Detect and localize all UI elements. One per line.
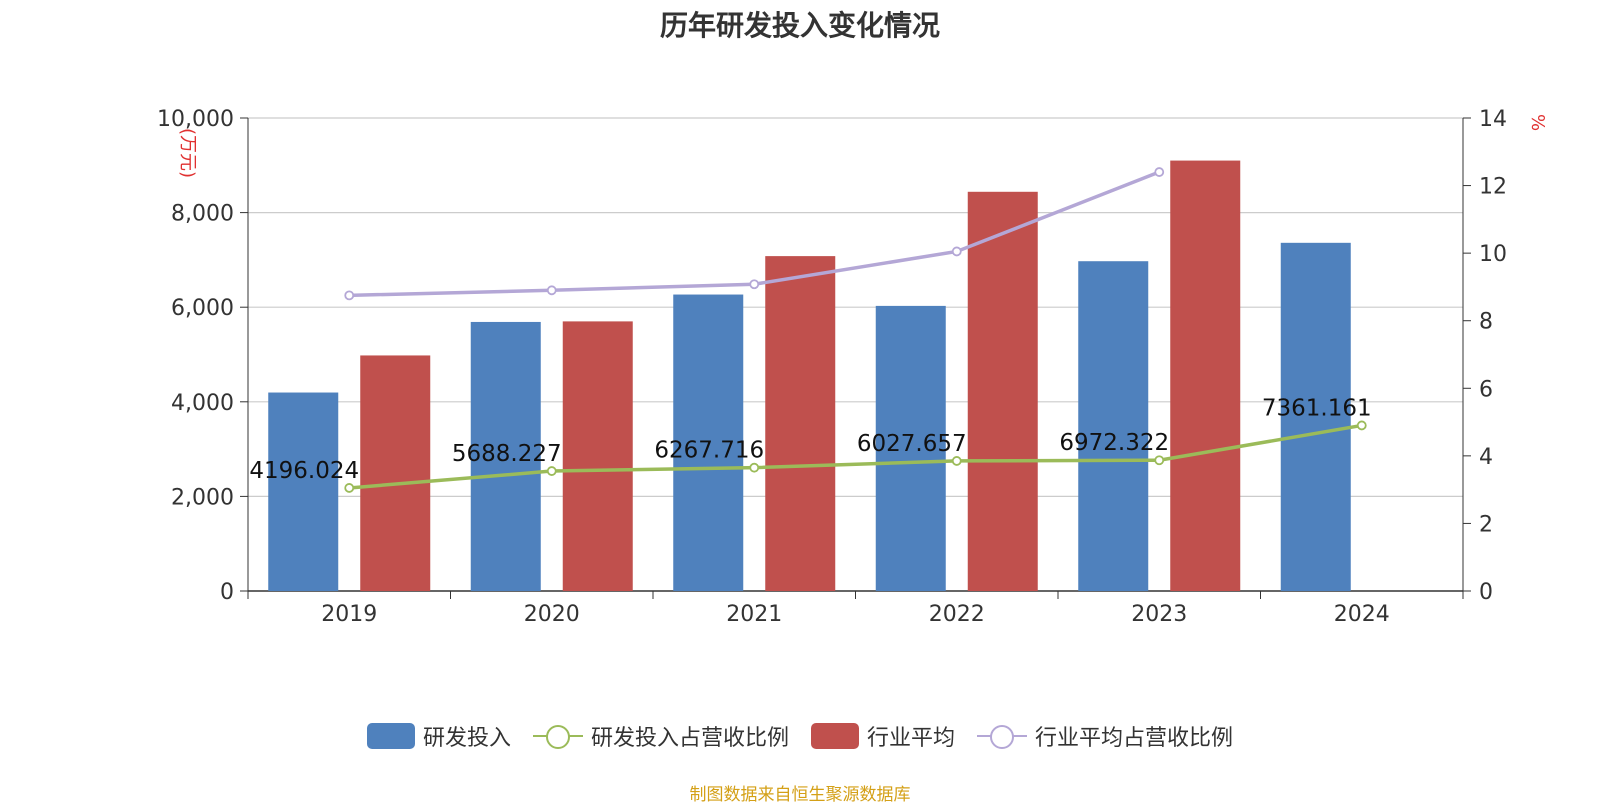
y-left-tick-label: 6,000 <box>171 296 234 321</box>
data-label-rd-investment: 6267.716 <box>654 438 764 464</box>
bar-industry-average <box>1170 160 1241 591</box>
y-right-tick-label: 4 <box>1479 445 1493 470</box>
y-right-tick-label: 0 <box>1479 580 1493 605</box>
y-right-tick-label: 8 <box>1479 310 1493 335</box>
y-right-unit-label: % <box>1527 114 1548 131</box>
point-industry-ratio <box>344 290 355 301</box>
point-rd-ratio <box>749 462 760 473</box>
y-left-tick-label: 8,000 <box>171 202 234 227</box>
data-label-rd-investment: 4196.024 <box>249 458 359 484</box>
x-tick-label: 2019 <box>321 602 377 627</box>
bar-rd-investment <box>875 305 946 591</box>
y-left-tick-label: 0 <box>220 580 234 605</box>
legend-label-rd-investment: 研发投入 <box>422 726 511 751</box>
bar-rd-investment <box>1078 261 1149 591</box>
data-label-rd-investment: 7361.161 <box>1262 395 1372 421</box>
bar-rd-investment <box>268 392 339 591</box>
bar-industry-average <box>562 321 633 591</box>
point-industry-ratio <box>951 246 962 257</box>
legend: 研发投入 研发投入占营收比例 行业平均 行业平均占营收比例 <box>0 718 1600 754</box>
point-rd-ratio <box>1154 455 1165 466</box>
bar-rd-investment <box>470 321 541 591</box>
x-tick-label: 2021 <box>726 602 782 627</box>
y-right-tick-label: 2 <box>1479 512 1493 537</box>
legend-swatch-industry-ratio <box>977 723 1028 749</box>
point-industry-ratio <box>749 279 760 290</box>
point-industry-ratio <box>546 285 557 296</box>
point-rd-ratio <box>951 456 962 466</box>
line-rd-ratio <box>349 423 1363 490</box>
legend-swatch-rd-investment <box>366 723 415 749</box>
legend-item-industry-ratio[interactable]: 行业平均占营收比例 <box>977 720 1233 752</box>
x-tick-label: 2022 <box>929 602 985 627</box>
bar-rd-investment <box>673 294 744 591</box>
point-rd-ratio <box>546 466 557 476</box>
point-rd-ratio <box>1356 420 1367 431</box>
data-label-rd-investment: 6027.657 <box>857 431 967 457</box>
x-tick-label: 2024 <box>1334 602 1390 627</box>
y-right-tick-label: 6 <box>1479 377 1493 402</box>
legend-swatch-industry-average <box>811 723 859 749</box>
y-left-tick-label: 10,000 <box>157 107 234 132</box>
legend-item-rd-investment[interactable]: 研发投入 <box>366 720 511 752</box>
y-left-unit-label: (万元) <box>177 128 198 178</box>
y-right-tick-label: 10 <box>1479 242 1507 267</box>
y-right-tick-label: 12 <box>1479 175 1507 200</box>
data-label-rd-investment: 5688.227 <box>452 441 562 467</box>
y-left-tick-label: 4,000 <box>171 391 234 416</box>
x-tick-label: 2020 <box>524 602 580 627</box>
legend-item-rd-ratio[interactable]: 研发投入占营收比例 <box>532 720 789 752</box>
x-tick-label: 2023 <box>1131 602 1187 627</box>
bar-industry-average <box>967 191 1038 591</box>
point-industry-ratio <box>1154 167 1165 177</box>
bar-rd-investment <box>1280 242 1351 591</box>
legend-label-industry-average: 行业平均 <box>867 726 956 751</box>
legend-label-industry-ratio: 行业平均占营收比例 <box>1035 726 1234 751</box>
data-label-rd-investment: 6972.322 <box>1059 430 1169 456</box>
legend-label-rd-ratio: 研发投入占营收比例 <box>590 726 789 751</box>
legend-item-industry-average[interactable]: 行业平均 <box>811 720 955 752</box>
bar-industry-average <box>360 355 431 591</box>
y-right-tick-label: 14 <box>1479 107 1507 132</box>
data-source-note: 制图数据来自恒生聚源数据库 <box>689 785 911 805</box>
legend-swatch-rd-ratio <box>532 723 583 749</box>
chart-title: 历年研发投入变化情况 <box>659 9 940 42</box>
point-rd-ratio <box>344 483 355 493</box>
y-left-tick-label: 2,000 <box>171 485 234 510</box>
bar-industry-average <box>765 256 836 591</box>
